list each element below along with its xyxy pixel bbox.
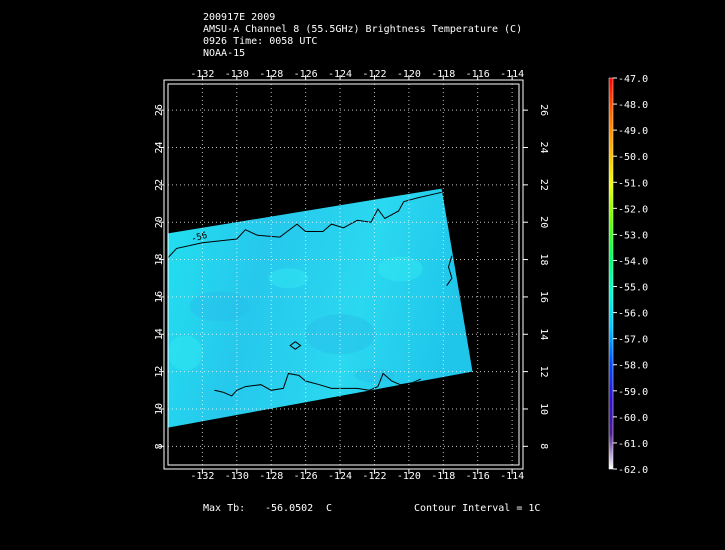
header-satellite: NOAA-15 xyxy=(203,48,246,59)
x-tick-label-bottom: -132 xyxy=(190,471,214,482)
colorbar-label: -52.0 xyxy=(618,204,648,215)
y-tick-label-left: 16 xyxy=(154,291,165,303)
x-tick-label-top: -124 xyxy=(328,69,352,80)
x-tick-label-bottom: -124 xyxy=(328,471,352,482)
y-tick-label-left: 26 xyxy=(154,104,165,116)
header-date: 200917E 2009 xyxy=(203,12,276,23)
colorbar-label: -54.0 xyxy=(618,256,648,267)
swath-texture xyxy=(377,256,423,282)
x-tick-label-bottom: -114 xyxy=(500,471,524,482)
y-tick-label-right: 20 xyxy=(538,216,549,228)
colorbar-label: -61.0 xyxy=(618,439,648,450)
contour-line xyxy=(289,341,302,350)
x-tick-label-bottom: -122 xyxy=(362,471,386,482)
y-tick-label-right: 12 xyxy=(538,366,549,378)
x-tick-label-top: -114 xyxy=(500,69,524,80)
max-tb-label: Max Tb: xyxy=(203,503,246,514)
max-tb-value: -56.0502 xyxy=(265,503,314,514)
max-tb-unit: C xyxy=(326,503,333,514)
colorbar-label: -62.0 xyxy=(618,465,648,476)
y-tick-label-right: 8 xyxy=(538,443,549,449)
x-tick-label-top: -132 xyxy=(190,69,214,80)
colorbar-label: -55.0 xyxy=(618,283,648,294)
colorbar-label: -50.0 xyxy=(618,152,648,163)
y-tick-label-left: 22 xyxy=(154,179,165,191)
colorbar-label: -59.0 xyxy=(618,387,648,398)
x-tick-label-top: -120 xyxy=(397,69,421,80)
y-tick-label-right: 14 xyxy=(538,328,549,340)
colorbar-label: -48.0 xyxy=(618,100,648,111)
y-tick-label-right: 24 xyxy=(538,141,549,153)
y-tick-label-left: 12 xyxy=(154,366,165,378)
colorbar-label: -53.0 xyxy=(618,230,648,241)
x-tick-label-top: -118 xyxy=(431,69,455,80)
x-tick-label-top: -122 xyxy=(362,69,386,80)
plot-frame-outer xyxy=(163,79,524,470)
colorbar xyxy=(608,77,614,470)
y-tick-label-right: 22 xyxy=(538,179,549,191)
x-tick-label-bottom: -120 xyxy=(397,471,421,482)
x-tick-label-bottom: -126 xyxy=(294,471,318,482)
header-title: AMSU-A Channel 8 (55.5GHz) Brightness Te… xyxy=(203,24,523,35)
x-tick-label-top: -128 xyxy=(259,69,283,80)
x-tick-label-top: -130 xyxy=(225,69,249,80)
swath-texture xyxy=(268,268,309,289)
y-tick-label-right: 18 xyxy=(538,254,549,266)
colorbar-label: -56.0 xyxy=(618,309,648,320)
colorbar-label: -60.0 xyxy=(618,413,648,424)
y-tick-label-left: 24 xyxy=(154,141,165,153)
contour-interval: Contour Interval = 1C xyxy=(414,503,541,514)
x-tick-label-top: -126 xyxy=(294,69,318,80)
x-tick-label-bottom: -116 xyxy=(466,471,490,482)
y-tick-label-left: 14 xyxy=(154,328,165,340)
data-swath xyxy=(168,188,473,428)
y-tick-label-left: 20 xyxy=(154,216,165,228)
colorbar-label: -47.0 xyxy=(618,74,648,85)
plot-frame-inner xyxy=(167,83,520,466)
contour-line xyxy=(214,372,422,397)
y-tick-label-right: 26 xyxy=(538,104,549,116)
x-tick-label-bottom: -128 xyxy=(259,471,283,482)
header-time: 0926 Time: 0058 UTC xyxy=(203,36,318,47)
y-tick-label-right: 10 xyxy=(538,403,549,415)
x-tick-label-top: -116 xyxy=(466,69,490,80)
colorbar-label: -57.0 xyxy=(618,335,648,346)
colorbar-label: -51.0 xyxy=(618,178,648,189)
y-tick-label-left: 18 xyxy=(154,254,165,266)
colorbar-label: -58.0 xyxy=(618,361,648,372)
y-tick-label-left: 8 xyxy=(154,443,165,449)
contour-line xyxy=(168,191,442,259)
x-tick-label-bottom: -130 xyxy=(225,471,249,482)
x-tick-label-bottom: -118 xyxy=(431,471,455,482)
contour-label: -56 xyxy=(190,231,208,245)
contour-line xyxy=(446,255,453,286)
swath-texture xyxy=(189,291,250,322)
y-tick-label-left: 10 xyxy=(154,403,165,415)
colorbar-label: -49.0 xyxy=(618,126,648,137)
swath-texture xyxy=(168,335,203,371)
y-tick-label-right: 16 xyxy=(538,291,549,303)
